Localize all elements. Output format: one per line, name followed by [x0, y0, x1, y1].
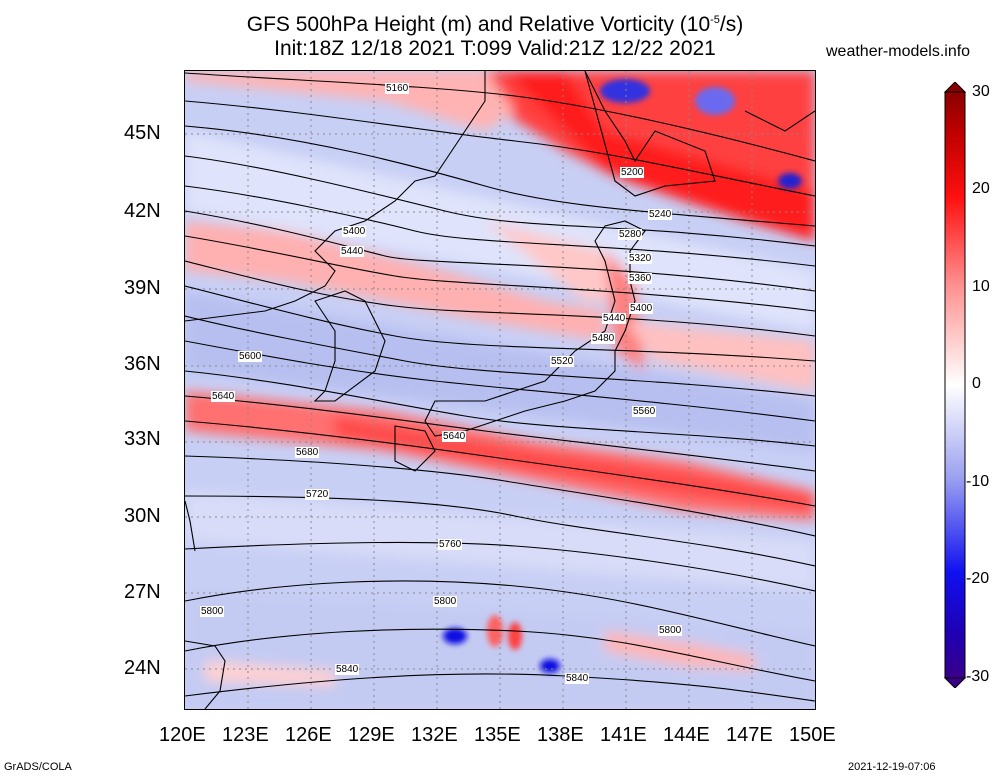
longitude-label: 135E: [474, 724, 521, 746]
footer-source: GrADS/COLA: [4, 761, 72, 773]
contour-label: 5760: [438, 539, 463, 550]
longitude-label: 138E: [537, 724, 584, 746]
title-exponent: -5: [710, 14, 720, 26]
contour-label: 5200: [620, 167, 645, 178]
contour-label: 5280: [618, 229, 643, 240]
contour-label: 5640: [211, 391, 236, 402]
footer-timestamp: 2021-12-19-07:06: [848, 761, 936, 773]
contour-label: 5440: [340, 246, 365, 257]
colorbar-tick-label: 10: [972, 278, 990, 295]
contour-label: 5680: [295, 447, 320, 458]
colorbar-tick-label: 20: [972, 180, 990, 197]
contour-label: 5480: [591, 333, 616, 344]
contour-label: 5600: [238, 351, 263, 362]
contour-label: 5360: [628, 273, 653, 284]
longitude-label: 123E: [222, 724, 269, 746]
contour-label: 5320: [628, 253, 653, 264]
contour-label: 5640: [442, 431, 467, 442]
contour-label: 5720: [305, 489, 330, 500]
coastline-outline: [185, 71, 815, 709]
colorbar-tick-label: 30: [972, 83, 990, 100]
contour-label: 5240: [648, 209, 673, 220]
site-label: weather-models.info: [826, 43, 971, 60]
latitude-label: 30N: [124, 505, 161, 527]
contour-label: 5400: [629, 303, 654, 314]
latitude-label: 45N: [124, 122, 161, 144]
contour-label: 5840: [335, 664, 360, 675]
title-text-end: /s): [719, 13, 744, 36]
latitude-label: 36N: [124, 353, 161, 375]
longitude-label: 147E: [726, 724, 773, 746]
contour-label: 5160: [385, 83, 410, 94]
map-panel: 5160 5200 5240 5280 5320 5360 5400 5400 5440 5440…: [184, 70, 816, 710]
colorbar-tick-label: -10: [966, 473, 990, 490]
longitude-label: 129E: [348, 724, 395, 746]
contour-label: 5440: [602, 313, 627, 324]
colorbar-tick-label: -20: [966, 570, 990, 587]
latitude-label: 27N: [124, 581, 161, 603]
longitude-label: 141E: [600, 724, 647, 746]
longitude-label: 126E: [285, 724, 332, 746]
title-text: GFS 500hPa Height (m) and Relative Vorti…: [246, 13, 711, 36]
colorbar-tick-label: 0: [972, 375, 981, 392]
contour-label: 5560: [632, 406, 657, 417]
latitude-label: 33N: [124, 428, 161, 450]
colorbar: [943, 82, 967, 688]
longitude-label: 120E: [159, 724, 206, 746]
contour-label: 5400: [342, 226, 367, 237]
colorbar-max-arrow: [943, 82, 967, 93]
colorbar-tick-label: -30: [966, 668, 990, 685]
contour-label: 5800: [433, 596, 458, 607]
contour-label: 5800: [658, 625, 683, 636]
contour-label: 5520: [550, 356, 575, 367]
chart-title-line2: Init:18Z 12/18 2021 T:099 Valid:21Z 12/2…: [274, 37, 716, 60]
colorbar-min-arrow: [943, 677, 967, 688]
height-contours: [185, 72, 815, 702]
longitude-label: 132E: [411, 724, 458, 746]
contour-label: 5800: [200, 606, 225, 617]
vorticity-field: [185, 71, 815, 709]
contour-label: 5840: [565, 673, 590, 684]
latitude-label: 24N: [124, 657, 161, 679]
latitude-label: 39N: [124, 277, 161, 299]
colorbar-gradient: [944, 91, 966, 679]
longitude-label: 150E: [789, 724, 836, 746]
longitude-label: 144E: [663, 724, 710, 746]
chart-title-line1: GFS 500hPa Height (m) and Relative Vorti…: [0, 8, 995, 37]
latitude-label: 42N: [124, 200, 161, 222]
